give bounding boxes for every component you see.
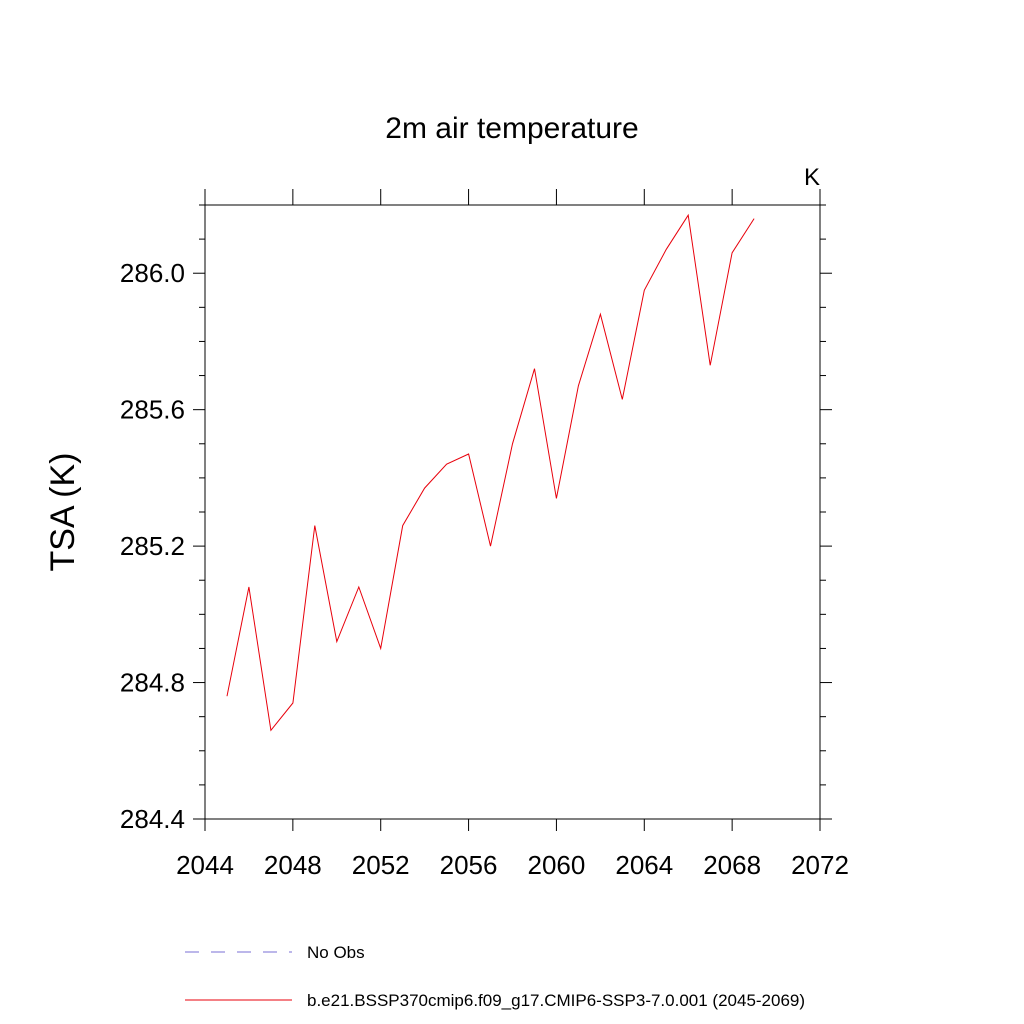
series-line [226, 213, 755, 732]
y-axis-label: TSA (K) [44, 452, 82, 571]
legend-label: b.e21.BSSP370cmip6.f09_g17.CMIP6-SSP3-7.… [307, 991, 805, 1010]
x-tick-label: 2072 [791, 850, 849, 880]
x-tick-label: 2060 [528, 850, 586, 880]
series-layer [226, 213, 755, 732]
x-tick-label: 2068 [703, 850, 761, 880]
y-tick-label: 285.2 [120, 531, 185, 561]
y-tick-label: 284.8 [120, 668, 185, 698]
y-tick-label: 286.0 [120, 258, 185, 288]
y-tick-label: 285.6 [120, 395, 185, 425]
x-tick-label: 2048 [264, 850, 322, 880]
x-tick-label: 2044 [176, 850, 234, 880]
chart-title: 2m air temperature [385, 112, 638, 145]
x-tick-label: 2056 [440, 850, 498, 880]
x-tick-label: 2064 [615, 850, 673, 880]
x-tick-label: 2052 [352, 850, 410, 880]
plot-frame [204, 204, 821, 820]
legend-label: No Obs [307, 943, 365, 962]
units-label: K [804, 164, 820, 191]
axis-ticks [193, 189, 832, 831]
legend: No Obs b.e21.BSSP370cmip6.f09_g17.CMIP6-S… [185, 943, 805, 1010]
y-tick-label: 284.4 [120, 804, 185, 834]
axis-tick-labels: 2044 2048 2052 2056 2060 2064 2068 2072 284.4 284… [120, 258, 849, 880]
